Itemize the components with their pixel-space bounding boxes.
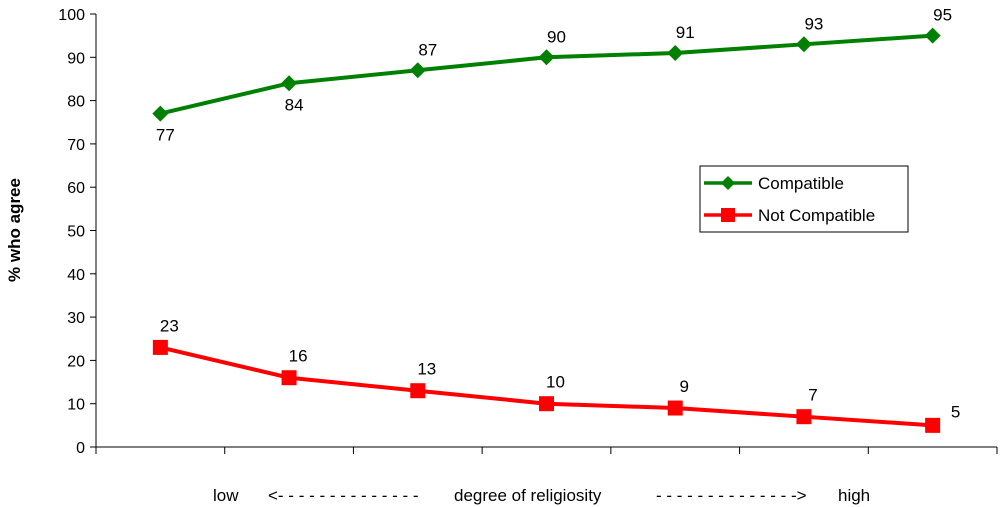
- point-marker-compatible: [795, 36, 812, 53]
- data-label: 91: [676, 23, 695, 42]
- x-axis-label: low <- - - - - - - - - - - - - - degree …: [213, 486, 870, 505]
- point-marker-not-compatible: [152, 339, 168, 355]
- y-tick-label: 60: [67, 180, 85, 197]
- point-marker-not-compatible: [281, 370, 297, 386]
- x-axis-label-center: degree of religiosity: [454, 486, 602, 505]
- point-marker-compatible: [409, 62, 426, 79]
- y-tick-label: 90: [67, 50, 85, 67]
- legend: Compatible Not Compatible: [699, 165, 909, 233]
- legend-item-compatible: Compatible: [704, 174, 844, 193]
- x-axis-label-right-arrow: - - - - - - - - - - - - - ->: [656, 486, 807, 505]
- point-marker-not-compatible: [925, 417, 941, 433]
- point-marker-compatible: [152, 105, 169, 122]
- y-tick-label: 20: [67, 353, 85, 370]
- point-marker-compatible: [281, 75, 298, 92]
- data-label: 7: [808, 386, 817, 405]
- y-tick-label: 10: [67, 397, 85, 414]
- point-marker-compatible: [924, 27, 941, 44]
- y-axis-ticks: 0 10 20 30 40 50 60 70 80 90 100: [58, 7, 96, 457]
- x-axis-label-left-arrow: <- - - - - - - - - - - - - -: [268, 486, 419, 505]
- data-label: 23: [160, 316, 179, 335]
- y-tick-label: 50: [67, 224, 85, 241]
- legend-square-icon: [721, 208, 735, 222]
- point-marker-not-compatible: [667, 400, 683, 416]
- y-tick-label: 0: [76, 440, 85, 457]
- data-labels: 77 84 87 90 91 93 95 23 16 13 10 9 7 5: [156, 6, 960, 422]
- point-marker-compatible: [538, 49, 555, 66]
- point-marker-compatible: [667, 44, 684, 61]
- series-line-compatible: [159, 33, 933, 116]
- data-label: 13: [417, 360, 436, 379]
- y-tick-label: 80: [67, 94, 85, 111]
- data-label: 5: [951, 402, 960, 421]
- point-marker-not-compatible: [410, 383, 426, 399]
- legend-label-not-compatible: Not Compatible: [758, 206, 875, 225]
- y-tick-label: 40: [67, 267, 85, 284]
- legend-item-not-compatible: Not Compatible: [704, 206, 875, 225]
- data-label: 77: [156, 126, 175, 145]
- y-axis-label: % who agree: [5, 178, 24, 282]
- data-label: 16: [289, 347, 308, 366]
- data-label: 95: [933, 6, 952, 25]
- data-label: 84: [285, 95, 304, 114]
- data-label: 10: [546, 373, 565, 392]
- y-tick-label: 100: [58, 7, 85, 24]
- data-label: 93: [804, 14, 823, 33]
- y-tick-label: 30: [67, 310, 85, 327]
- point-marker-not-compatible: [539, 396, 554, 412]
- legend-diamond-icon: [721, 176, 735, 190]
- point-marker-not-compatible: [796, 409, 812, 425]
- data-label: 90: [547, 27, 566, 46]
- legend-label-compatible: Compatible: [758, 174, 844, 193]
- x-axis-label-low: low: [213, 486, 239, 505]
- data-label: 9: [679, 377, 688, 396]
- x-axis-label-high: high: [838, 486, 870, 505]
- data-label: 87: [418, 40, 437, 59]
- series-layer: [152, 27, 941, 433]
- y-tick-label: 70: [67, 137, 85, 154]
